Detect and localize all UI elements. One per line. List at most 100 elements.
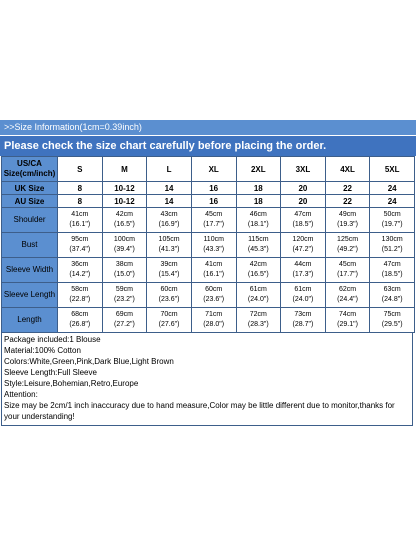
inch-value: (18.5") xyxy=(381,271,403,278)
measurement-cell: 60cm (23.6") xyxy=(146,282,192,308)
inch-value: (43.3") xyxy=(203,246,225,253)
cm-value: 42cm xyxy=(249,261,267,268)
measurement-cell: 60cm (23.6") xyxy=(190,282,237,308)
au-size-cell: 18 xyxy=(235,194,282,208)
measurement-row: Shoulder 41cm (16.1") 42cm (16.5") 43cm (16.9"… xyxy=(1,207,415,233)
cm-value: 42cm xyxy=(115,211,133,218)
inch-value: (29.5") xyxy=(381,321,403,328)
cm-value: 71cm xyxy=(205,311,223,318)
inch-value: (14.2") xyxy=(69,271,91,278)
measurement-cell: 71cm (28.0") xyxy=(190,307,237,333)
measurement-cell: 47cm (18.5") xyxy=(369,257,415,283)
cm-value: 59cm xyxy=(115,286,133,293)
cm-value: 63cm xyxy=(383,286,401,293)
size-chart-sheet: >>Size Information(1cm=0.39inch) Please … xyxy=(0,120,416,426)
cm-value: 58cm xyxy=(71,286,89,293)
inch-value: (39.4") xyxy=(114,246,135,253)
measurement-cell: 63cm (24.8") xyxy=(369,282,415,308)
size-cell: S xyxy=(57,156,103,182)
uk-size-cell: 18 xyxy=(235,181,282,195)
inch-value: (24.4") xyxy=(337,296,358,303)
cm-value: 50cm xyxy=(383,211,401,218)
measurement-cell: 73cm (28.7") xyxy=(280,307,326,333)
cm-value: 46cm xyxy=(249,211,267,218)
measurement-cell: 42cm (16.5") xyxy=(235,257,282,283)
size-table: US/CA Size(cm/inch) S M L XL 2XL 3XL 4XL… xyxy=(1,156,415,333)
inch-value: (19.3") xyxy=(337,221,358,228)
measurement-cell: 100cm (39.4") xyxy=(101,232,148,258)
cm-value: 105cm xyxy=(158,236,180,243)
measurement-cell: 58cm (22.8") xyxy=(57,282,103,308)
inch-value: (16.5") xyxy=(114,221,135,228)
uk-size-cell: 22 xyxy=(324,181,371,195)
au-size-cell: 20 xyxy=(280,194,326,208)
uk-size-cell: 24 xyxy=(369,181,415,195)
au-size-cell: 10-12 xyxy=(101,194,148,208)
cm-value: 62cm xyxy=(339,286,357,293)
cm-value: 43cm xyxy=(160,211,178,218)
measurement-cell: 45cm (17.7") xyxy=(190,207,237,233)
cm-value: 73cm xyxy=(294,311,312,318)
measurement-cell: 125cm (49.2") xyxy=(324,232,371,258)
measurement-row: Length 68cm (26.8") 69cm (27.2") 70cm (27.6") 7… xyxy=(1,307,415,333)
measurement-cell: 105cm (41.3") xyxy=(146,232,192,258)
size-cell: M xyxy=(101,156,148,182)
measurement-cell: 95cm (37.4") xyxy=(57,232,103,258)
inch-value: (18.5") xyxy=(292,221,314,228)
uk-size-cell: 16 xyxy=(190,181,237,195)
inch-value: (16.1") xyxy=(69,221,91,228)
cm-value: 72cm xyxy=(249,311,267,318)
inch-value: (45.3") xyxy=(247,246,269,253)
cm-value: 68cm xyxy=(71,311,89,318)
measurement-cell: 130cm (51.2") xyxy=(369,232,415,258)
cm-value: 47cm xyxy=(383,261,401,268)
measurement-cell: 50cm (19.7") xyxy=(369,207,415,233)
uk-size-row: UK Size 8 10-12 14 16 18 20 22 24 xyxy=(1,181,415,195)
inch-value: (28.3") xyxy=(247,321,269,328)
cm-value: 120cm xyxy=(292,236,314,243)
measurement-cell: 74cm (29.1") xyxy=(324,307,371,333)
measurement-cell: 44cm (17.3") xyxy=(280,257,326,283)
measurement-cell: 69cm (27.2") xyxy=(101,307,148,333)
cm-value: 39cm xyxy=(160,261,178,268)
size-cell: 3XL xyxy=(280,156,326,182)
measurement-row: Sleeve Length 58cm (22.8") 59cm (23.2") 60cm (… xyxy=(1,282,415,308)
measurement-cell: 120cm (47.2") xyxy=(280,232,326,258)
cm-value: 130cm xyxy=(381,236,403,243)
uk-size-cell: 8 xyxy=(57,181,103,195)
measurement-cell: 68cm (26.8") xyxy=(57,307,103,333)
measurement-label: Sleeve Length xyxy=(1,282,58,308)
note-package: Package included:1 Blouse xyxy=(4,335,101,344)
inch-value: (51.2") xyxy=(381,246,403,253)
inch-value: (24.8") xyxy=(381,296,403,303)
measurement-row: Bust 95cm (37.4") 100cm (39.4") 105cm (41.3") 1… xyxy=(1,232,415,258)
cm-value: 100cm xyxy=(113,236,135,243)
us-ca-size-row: US/CA Size(cm/inch) S M L XL 2XL 3XL 4XL… xyxy=(1,156,415,182)
measurement-cell: 43cm (16.9") xyxy=(146,207,192,233)
measurement-cell: 75cm (29.5") xyxy=(369,307,415,333)
au-size-cell: 22 xyxy=(324,194,371,208)
measurement-cell: 39cm (15.4") xyxy=(146,257,192,283)
cm-value: 75cm xyxy=(383,311,401,318)
uk-size-cell: 20 xyxy=(280,181,326,195)
inch-value: (19.7") xyxy=(381,221,403,228)
inch-value: (23.6") xyxy=(158,296,180,303)
measurement-cell: 42cm (16.5") xyxy=(101,207,148,233)
cm-value: 115cm xyxy=(248,236,269,243)
measurement-cell: 61cm (24.0") xyxy=(280,282,326,308)
au-size-cell: 16 xyxy=(190,194,237,208)
size-cell: L xyxy=(146,156,192,182)
cm-value: 74cm xyxy=(339,311,357,318)
inch-value: (18.1") xyxy=(247,221,269,228)
inch-value: (16.9") xyxy=(158,221,180,228)
inch-value: (27.2") xyxy=(114,321,135,328)
cm-value: 44cm xyxy=(294,261,312,268)
measurement-label: Sleeve Width xyxy=(1,257,58,283)
measurement-cell: 72cm (28.3") xyxy=(235,307,282,333)
cm-value: 61cm xyxy=(249,286,267,293)
size-cell: XL xyxy=(190,156,237,182)
inch-value: (37.4") xyxy=(69,246,91,253)
cm-value: 70cm xyxy=(160,311,178,318)
inch-value: (49.2") xyxy=(337,246,358,253)
measurement-cell: 70cm (27.6") xyxy=(146,307,192,333)
